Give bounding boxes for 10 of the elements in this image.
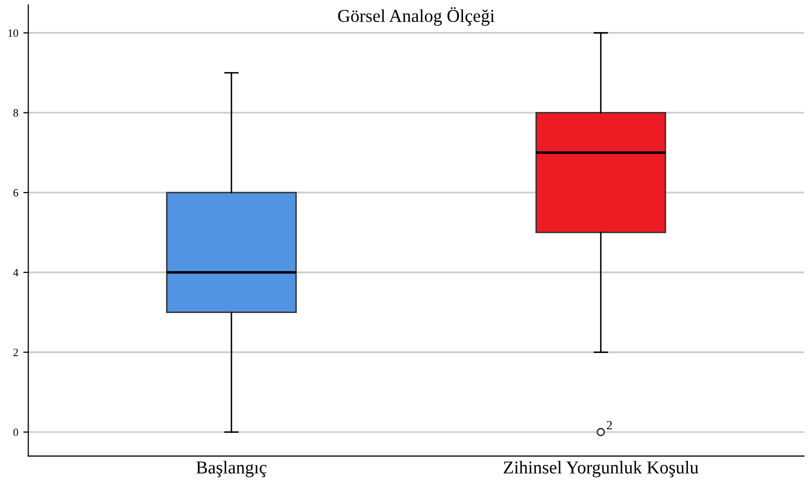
chart-title: Görsel Analog Ölçeği (338, 7, 494, 26)
y-tick-label: 4 (13, 268, 18, 276)
y-tick-label: 6 (13, 189, 18, 197)
annotation: 2 (606, 421, 612, 430)
y-tick-label: 2 (13, 348, 18, 356)
x-tick-label: Zihinsel Yorgunluk Koşulu (504, 460, 698, 478)
y-tick-label: 8 (13, 109, 18, 117)
y-tick-label: 0 (13, 428, 18, 436)
y-tick-label: 10 (8, 29, 18, 37)
x-tick-label: Başlangıç (196, 460, 266, 478)
